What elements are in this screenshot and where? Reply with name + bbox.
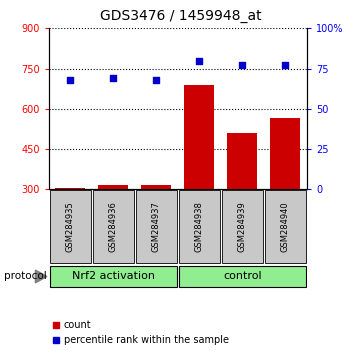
Bar xyxy=(227,133,257,189)
Point xyxy=(110,75,116,81)
Point xyxy=(153,77,159,83)
Bar xyxy=(270,118,300,189)
Bar xyxy=(93,190,134,263)
Text: Nrf2 activation: Nrf2 activation xyxy=(72,272,155,281)
Bar xyxy=(179,190,220,263)
Text: GSM284935: GSM284935 xyxy=(66,201,75,252)
Text: GSM284936: GSM284936 xyxy=(109,201,118,252)
Point xyxy=(239,63,245,68)
Legend: count, percentile rank within the sample: count, percentile rank within the sample xyxy=(48,316,232,349)
Bar xyxy=(49,190,91,263)
Text: control: control xyxy=(223,272,262,281)
Bar xyxy=(55,188,85,189)
Bar xyxy=(141,184,171,189)
Bar xyxy=(49,266,177,287)
Bar xyxy=(98,184,128,189)
Bar xyxy=(184,85,214,189)
Text: GSM284940: GSM284940 xyxy=(281,201,290,252)
Point xyxy=(282,63,288,68)
Text: GDS3476 / 1459948_at: GDS3476 / 1459948_at xyxy=(100,9,261,23)
Bar xyxy=(136,190,177,263)
Point xyxy=(196,58,202,63)
Bar xyxy=(265,190,306,263)
Bar xyxy=(222,190,263,263)
Text: GSM284937: GSM284937 xyxy=(152,201,161,252)
Text: GSM284938: GSM284938 xyxy=(195,201,204,252)
Text: protocol: protocol xyxy=(4,272,46,281)
Point xyxy=(68,77,73,83)
Text: GSM284939: GSM284939 xyxy=(238,201,247,252)
Bar xyxy=(179,266,306,287)
